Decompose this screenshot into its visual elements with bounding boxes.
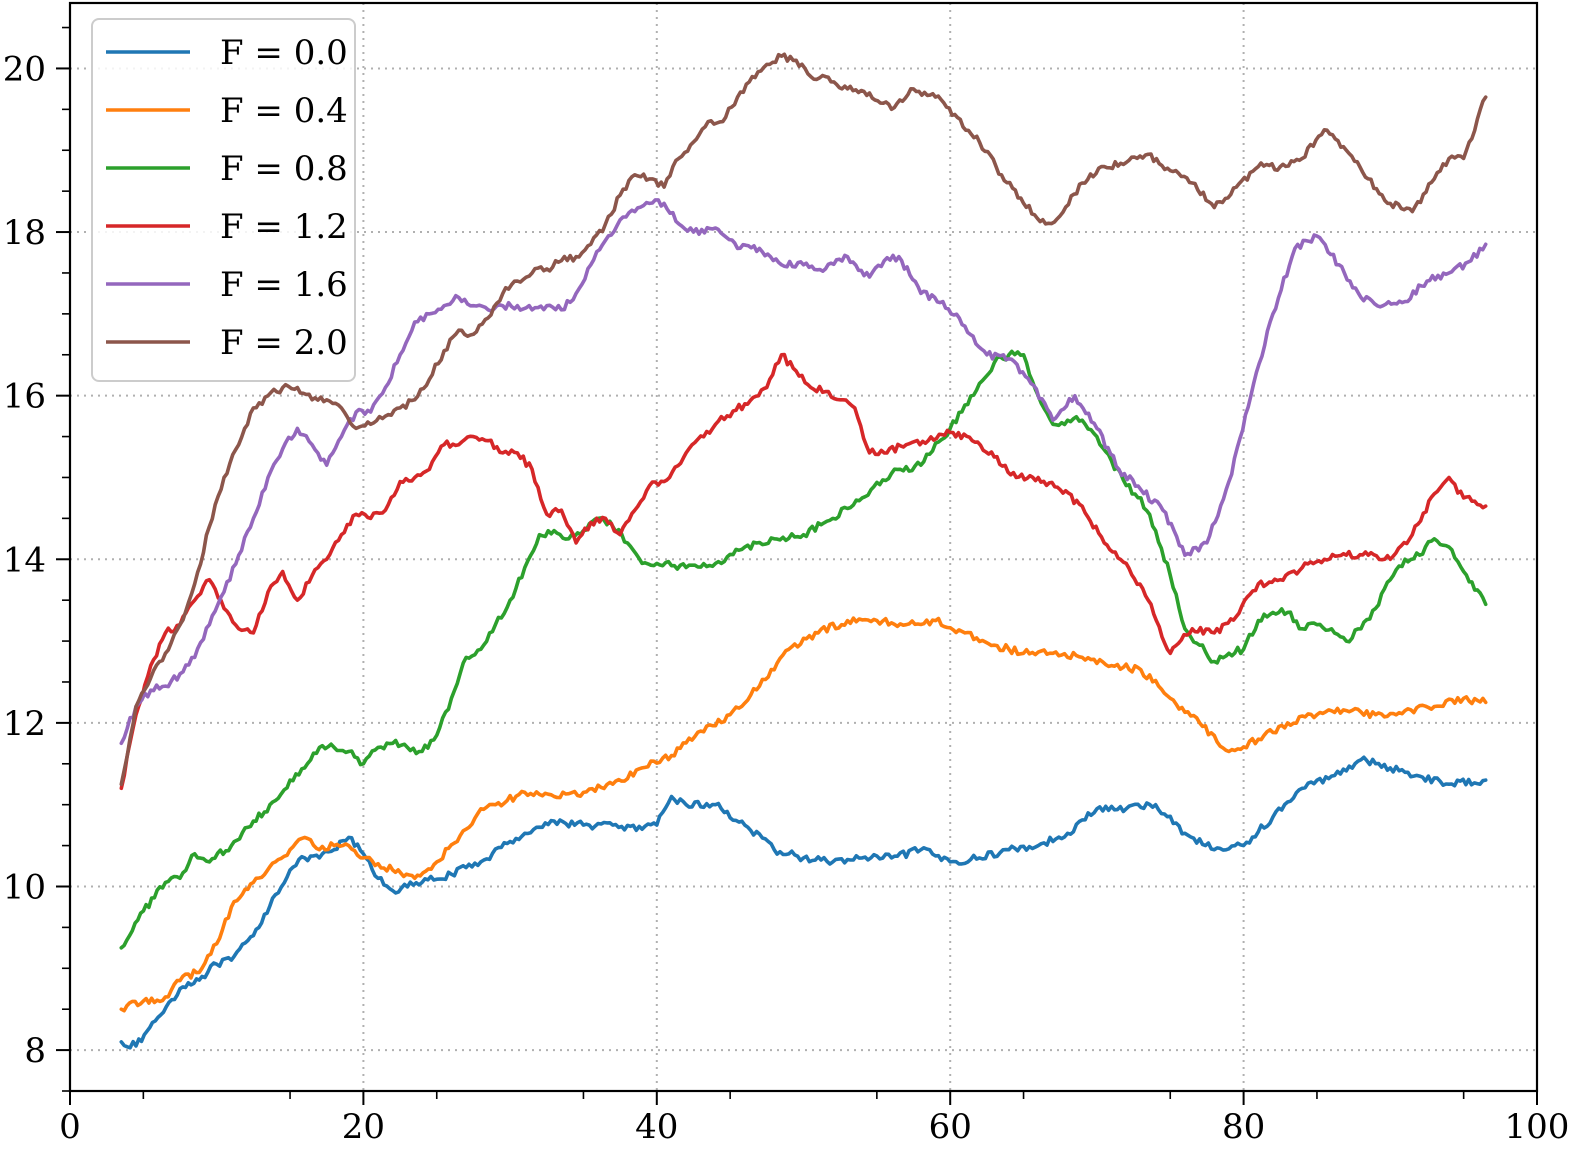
x-tick-label: 60 [929,1107,972,1147]
legend-label: F = 1.2 [220,207,348,247]
y-tick-label: 14 [3,540,46,580]
x-tick-label: 0 [59,1107,81,1147]
plot-frame [68,1,1539,1093]
series-line-2 [119,349,1488,950]
y-tick-label: 8 [24,1031,46,1071]
series-line-4 [119,198,1488,746]
y-tick-label: 18 [3,213,46,253]
x-tick-label: 40 [635,1107,678,1147]
y-tick-label: 16 [3,377,46,417]
series-line-3 [119,352,1488,791]
legend-label: F = 2.0 [220,323,348,363]
axis-ticks: 0 20 40 60 80 100 8 10 12 14 16 18 20 [3,26,1570,1147]
y-tick-label: 20 [3,49,46,89]
x-tick-label: 100 [1505,1107,1570,1147]
legend-label: F = 0.0 [220,33,348,73]
legend-label: F = 1.6 [220,265,348,305]
series-lines [119,52,1488,1050]
x-tick-label: 80 [1222,1107,1265,1147]
x-tick-label: 20 [342,1107,385,1147]
legend-label: F = 0.8 [220,149,348,189]
legend-label: F = 0.4 [220,91,348,131]
legend: F = 0.0 F = 0.4 F = 0.8 F = 1.2 F = 1.6 F = 2… [91,18,356,382]
series-line-1 [119,616,1488,1013]
series-line-5 [119,52,1488,787]
y-tick-label: 10 [3,867,46,907]
y-tick-label: 12 [3,704,46,744]
series-line-0 [119,755,1488,1050]
